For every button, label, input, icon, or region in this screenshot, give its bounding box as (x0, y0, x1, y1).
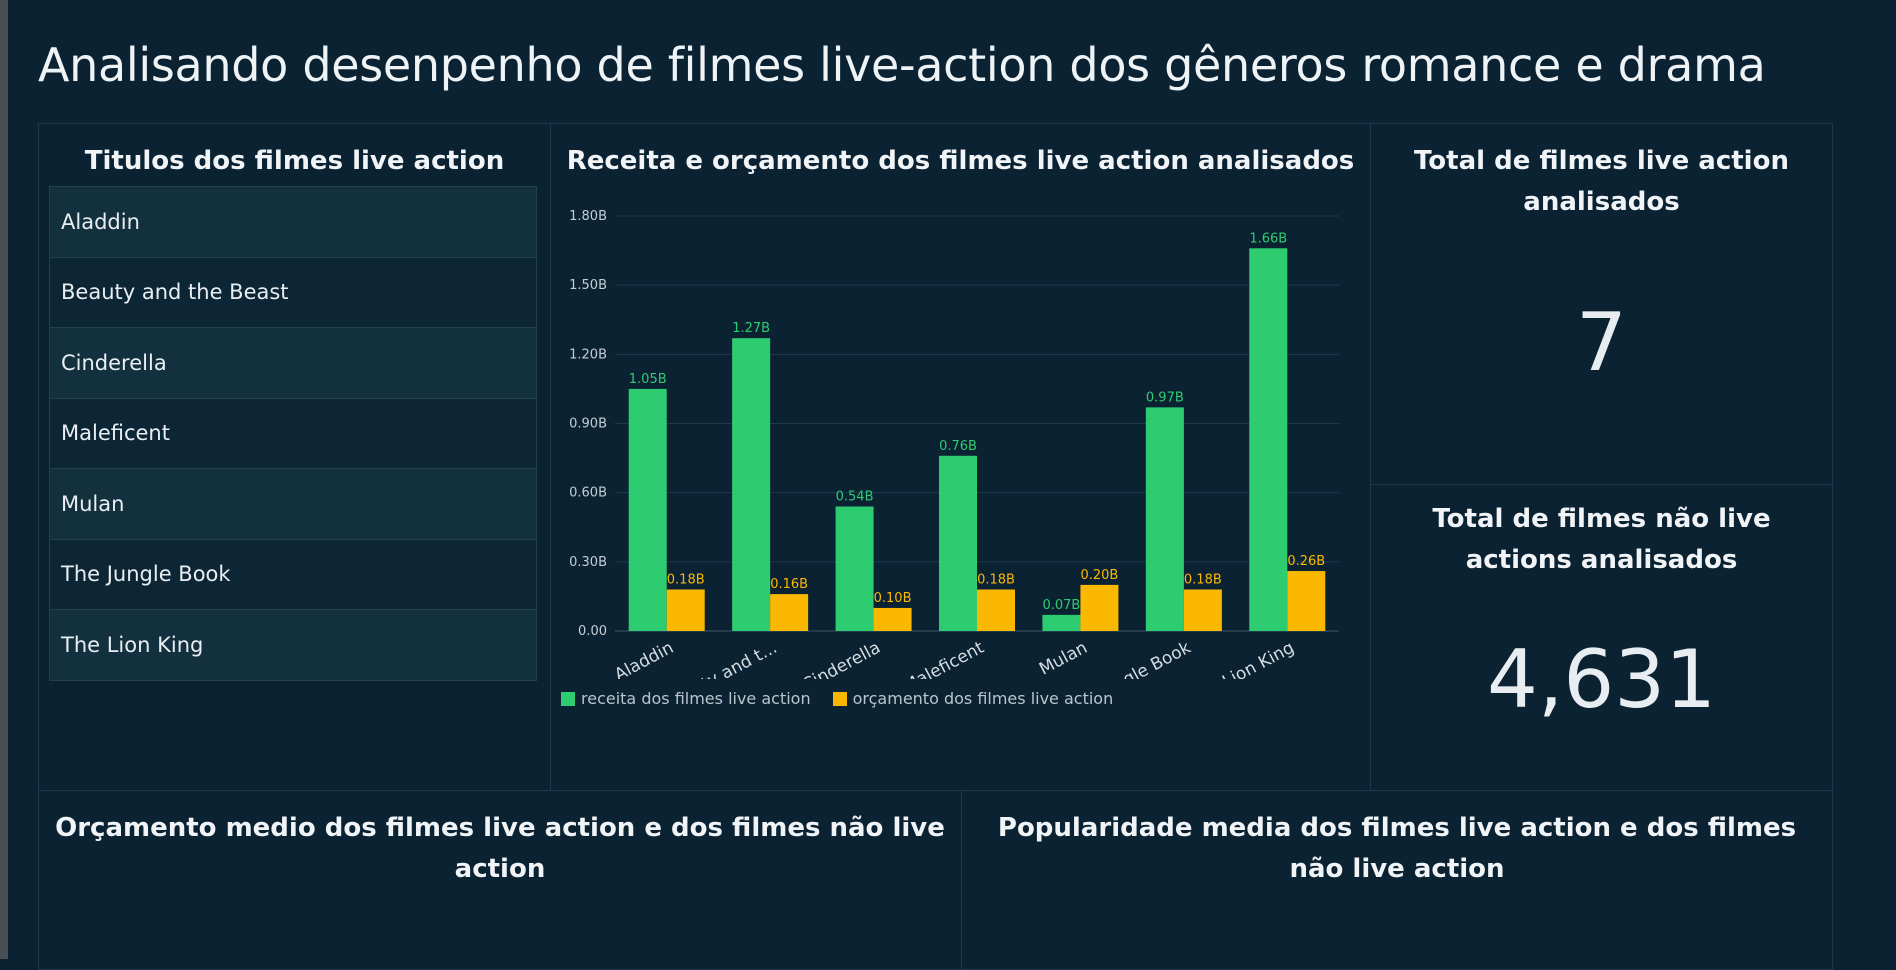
x-tick-label: The Lion King (1186, 638, 1298, 679)
revenue-data-label: 1.05B (629, 372, 667, 387)
bar-chart: 0.00 0.30B 0.60B 0.90B 1.20B 1.50B 1.80B 1.05B 1… (569, 209, 1339, 679)
revenue-bar (628, 388, 667, 631)
budget-data-label: 0.18B (1184, 573, 1222, 588)
revenue-budget-chart-panel: Receita e orçamento dos filmes live acti… (550, 123, 1371, 791)
legend-label-budget: orçamento dos filmes live action (852, 689, 1114, 708)
kpi-non-live-value: 4,631 (1486, 633, 1717, 726)
budget-data-label: 0.26B (1287, 554, 1325, 569)
list-item[interactable]: Cinderella (49, 327, 537, 399)
y-tick-label: 0.90B (569, 417, 607, 432)
list-item[interactable]: Mulan (49, 468, 537, 540)
kpi-live-title: Total de filmes live action analisados (1414, 146, 1789, 217)
x-tick-label: Aladdin (611, 638, 677, 679)
revenue-bar (835, 506, 874, 631)
list-item[interactable]: Beauty and the Beast (49, 256, 537, 328)
budget-data-label: 0.16B (770, 577, 808, 592)
y-tick-label: 1.80B (569, 209, 607, 224)
budget-bar (873, 607, 912, 631)
budget-bar (770, 594, 809, 631)
revenue-bar (732, 338, 771, 631)
list-item-label: Maleficent (61, 421, 170, 446)
x-tick-label: Cinderella (799, 638, 884, 679)
list-item-label: Mulan (61, 491, 125, 516)
budget-bar (1287, 571, 1326, 631)
titles-list: Aladdin Beauty and the Beast Cinderella … (49, 186, 537, 681)
list-item[interactable]: Maleficent (49, 397, 537, 469)
avg-popularity-title: Popularidade media dos filmes live actio… (997, 813, 1797, 884)
y-tick-label: 0.30B (569, 555, 607, 570)
budget-data-label: 0.20B (1080, 568, 1118, 583)
revenue-bar (1249, 248, 1288, 631)
list-item-label: Aladdin (61, 209, 140, 234)
list-item-label: Cinderella (61, 350, 167, 375)
budget-bar (1183, 589, 1222, 631)
y-tick-label: 0.00 (578, 624, 607, 639)
kpi-non-live-title: Total de filmes não live actions analisa… (1432, 504, 1771, 575)
window-left-edge (0, 0, 8, 959)
list-item[interactable]: The Jungle Book (49, 538, 537, 610)
chart-title: Receita e orçamento dos filmes live acti… (566, 146, 1355, 176)
legend-item-revenue[interactable]: receita dos filmes live action (561, 689, 811, 708)
revenue-bar (1042, 614, 1081, 631)
revenue-data-label: 1.27B (732, 321, 770, 336)
legend-item-budget[interactable]: orçamento dos filmes live action (832, 689, 1114, 708)
budget-bar (666, 589, 705, 631)
kpi-live-panel: Total de filmes live action analisados 7 (1370, 123, 1833, 485)
budget-bar (1080, 584, 1119, 631)
legend-swatch-revenue (561, 691, 575, 706)
x-tick-label: Mulan (1036, 638, 1091, 679)
list-item-label: The Lion King (61, 632, 204, 657)
x-tick-label: Maleficent (900, 638, 988, 679)
page-title: Analisando desenpenho de filmes live-act… (38, 38, 1766, 92)
y-tick-label: 1.20B (569, 347, 607, 362)
revenue-data-label: 0.07B (1042, 598, 1080, 613)
revenue-data-label: 0.97B (1146, 390, 1184, 405)
budget-bar (977, 589, 1015, 631)
y-tick-label: 1.50B (569, 278, 607, 293)
avg-budget-panel: Orçamento medio dos filmes live action e… (38, 790, 962, 970)
titles-list-panel: Titulos dos filmes live action Aladdin B… (38, 123, 551, 791)
revenue-data-label: 0.76B (939, 439, 977, 454)
kpi-live-value: 7 (1576, 296, 1627, 389)
budget-data-label: 0.18B (667, 573, 705, 588)
y-tick-label: 0.60B (569, 486, 607, 501)
revenue-data-label: 0.54B (836, 490, 874, 505)
avg-budget-title: Orçamento medio dos filmes live action e… (55, 813, 945, 884)
titles-list-title: Titulos dos filmes live action (84, 146, 505, 176)
legend-label-revenue: receita dos filmes live action (581, 689, 811, 708)
legend-swatch-budget (832, 691, 847, 706)
revenue-data-label: 1.66B (1249, 231, 1287, 246)
revenue-bar (1145, 407, 1184, 631)
chart-legend: receita dos filmes live action orçamento… (561, 689, 1113, 708)
budget-data-label: 0.18B (977, 573, 1015, 588)
kpi-non-live-panel: Total de filmes não live actions analisa… (1370, 484, 1833, 791)
list-item-label: The Jungle Book (61, 562, 231, 587)
list-item[interactable]: The Lion King (49, 609, 537, 681)
avg-popularity-panel: Popularidade media dos filmes live actio… (961, 790, 1833, 970)
list-item[interactable]: Aladdin (49, 186, 537, 258)
list-item-label: Beauty and the Beast (61, 280, 289, 305)
budget-data-label: 0.10B (874, 591, 912, 606)
revenue-bar (939, 455, 977, 631)
x-tick-label: Beauty and t... (660, 638, 780, 679)
